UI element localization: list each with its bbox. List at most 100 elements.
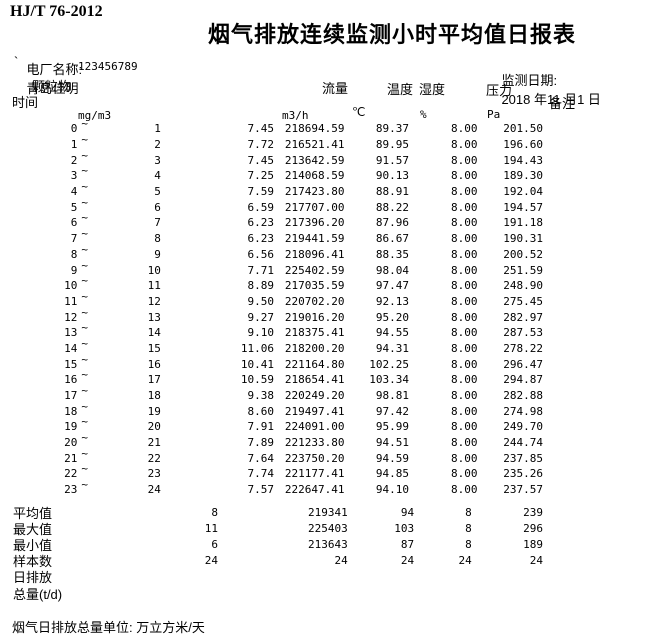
pm-cell: 7.45 — [247, 122, 274, 136]
pressure-cell: 201.50 — [503, 122, 543, 136]
col-header-humidity: 湿度 — [419, 82, 446, 97]
range-tilde: ~ — [77, 149, 97, 167]
hour-end-cell: 17 — [147, 373, 161, 387]
range-tilde: ~ — [77, 274, 97, 292]
temp-cell: 94.59 — [375, 451, 409, 465]
table-row: 20 ~ 21 7.89 221233.80 94.51 8.00 244.74 — [0, 431, 543, 451]
summary-label: 最大值 — [13, 521, 53, 537]
pressure-cell: 251.59 — [503, 263, 543, 277]
flow-cell: 219497.41 — [284, 404, 345, 418]
tilde-glyph: ~ — [81, 368, 89, 382]
hour-start-cell: 18 — [64, 404, 78, 418]
tilde-glyph: ~ — [81, 462, 89, 476]
flow-cell: 218375.41 — [284, 326, 345, 340]
hour-end-cell: 13 — [147, 310, 161, 324]
tilde-glyph: ~ — [81, 164, 89, 178]
pressure-cell: 282.88 — [503, 389, 543, 403]
hour-start-cell: 21 — [64, 451, 78, 465]
summary-humidity-cell: 8 — [465, 521, 472, 535]
pressure-cell: 274.98 — [503, 404, 543, 418]
table-row: 21 ~ 22 7.64 223750.20 94.59 8.00 237.85 — [0, 446, 543, 466]
hour-start-cell: 3 — [70, 169, 78, 183]
pressure-cell: 275.45 — [503, 294, 543, 308]
tilde-glyph: ~ — [81, 446, 89, 460]
summary-row: 最小值 6 213643 87 8 189 — [0, 536, 543, 553]
temp-cell: 94.85 — [375, 467, 409, 481]
col-header-time: 时间 — [12, 95, 39, 110]
summary-temp-cell: 94 — [400, 505, 415, 519]
summary-row: 最大值 11 225403 103 8 296 — [0, 520, 543, 537]
table-row: 17 ~ 18 9.38 220249.20 98.81 8.00 282.88 — [0, 384, 543, 404]
temp-cell: 95.99 — [375, 420, 409, 434]
tilde-glyph: ~ — [81, 195, 89, 209]
hour-end-cell: 12 — [147, 294, 161, 308]
hour-start-cell: 23 — [64, 483, 78, 497]
tilde-glyph: ~ — [81, 211, 89, 225]
col-header-pm: 颗粒物 — [32, 79, 72, 94]
table-row: 8 ~ 9 6.56 218096.41 88.35 8.00 200.52 — [0, 243, 543, 263]
temp-cell: 89.37 — [375, 122, 409, 136]
humidity-cell: 8.00 — [450, 169, 478, 183]
range-tilde: ~ — [77, 243, 97, 261]
flow-cell: 219441.59 — [284, 232, 345, 246]
pm-cell: 10.41 — [240, 357, 274, 371]
summary-pm-cell: 8 — [211, 505, 218, 519]
pm-cell: 6.59 — [247, 200, 274, 214]
pressure-cell: 194.57 — [503, 200, 543, 214]
temp-cell: 94.10 — [375, 483, 409, 497]
table-row: 18 ~ 19 8.60 219497.41 97.42 8.00 274.98 — [0, 400, 543, 419]
flow-cell: 221233.80 — [284, 436, 345, 450]
humidity-cell: 8.00 — [450, 373, 478, 387]
humidity-cell: 8.00 — [450, 483, 478, 497]
hour-end-cell: 7 — [154, 216, 161, 230]
flow-cell: 216521.41 — [284, 138, 345, 152]
summary-pm-cell: 11 — [204, 521, 218, 535]
unit-flow: m3/h — [282, 109, 309, 122]
table-row: 22 ~ 23 7.74 221177.41 94.85 8.00 235.26 — [0, 462, 543, 482]
summary-flow-cell: 24 — [334, 554, 348, 568]
pm-cell: 11.06 — [240, 341, 274, 355]
temp-cell: 90.13 — [375, 169, 409, 183]
humidity-cell: 8.00 — [450, 310, 478, 324]
humidity-cell: 8.00 — [450, 279, 478, 293]
hour-end-cell: 18 — [147, 389, 161, 403]
pm-cell: 8.89 — [247, 279, 274, 293]
summary-pressure-cell: 24 — [529, 554, 543, 568]
summary-pm-cell: 6 — [211, 537, 218, 551]
table-row: 1 ~ 2 7.72 216521.41 89.95 8.00 196.60 — [0, 133, 543, 153]
humidity-cell: 8.00 — [450, 263, 478, 277]
summary-pressure-cell: 189 — [523, 537, 543, 551]
monitor-date: 2018 年11 月1 日 — [501, 92, 601, 107]
pressure-cell: 194.43 — [503, 153, 543, 167]
pm-cell: 9.10 — [247, 326, 274, 340]
hour-end-cell: 8 — [154, 232, 161, 246]
humidity-cell: 8.00 — [450, 200, 478, 214]
temp-cell: 92.13 — [375, 294, 409, 308]
temp-cell: 97.42 — [375, 404, 409, 418]
hour-end-cell: 1 — [154, 122, 161, 136]
hour-start-cell: 6 — [70, 216, 78, 230]
tilde-glyph: ~ — [81, 258, 89, 272]
tilde-glyph: ~ — [81, 336, 89, 350]
hour-start-cell: 4 — [70, 185, 78, 199]
flow-cell: 218654.41 — [284, 373, 345, 387]
range-tilde: ~ — [77, 400, 97, 418]
col-header-flow: 流量 — [322, 81, 349, 96]
hour-end-cell: 24 — [147, 483, 161, 497]
hour-end-cell: 19 — [147, 404, 161, 418]
range-tilde: ~ — [77, 306, 97, 324]
hour-start-cell: 15 — [64, 357, 78, 371]
range-tilde: ~ — [77, 164, 97, 182]
pressure-cell: 278.22 — [503, 341, 543, 355]
col-header-pressure: 压力 — [486, 83, 513, 98]
table-row: 4 ~ 5 7.59 217423.80 88.91 8.00 192.04 — [0, 180, 543, 200]
summary-label: 平均值 — [13, 505, 53, 521]
flow-cell: 220249.20 — [284, 389, 345, 403]
hour-start-cell: 11 — [64, 294, 78, 308]
temp-cell: 94.31 — [375, 341, 409, 355]
table-row: 5 ~ 6 6.59 217707.00 88.22 8.00 194.57 — [0, 195, 543, 215]
pm-cell: 6.23 — [247, 216, 274, 230]
pressure-cell: 189.30 — [503, 169, 543, 183]
hour-end-cell: 5 — [154, 185, 161, 199]
unit-temp: ℃ — [352, 105, 366, 119]
